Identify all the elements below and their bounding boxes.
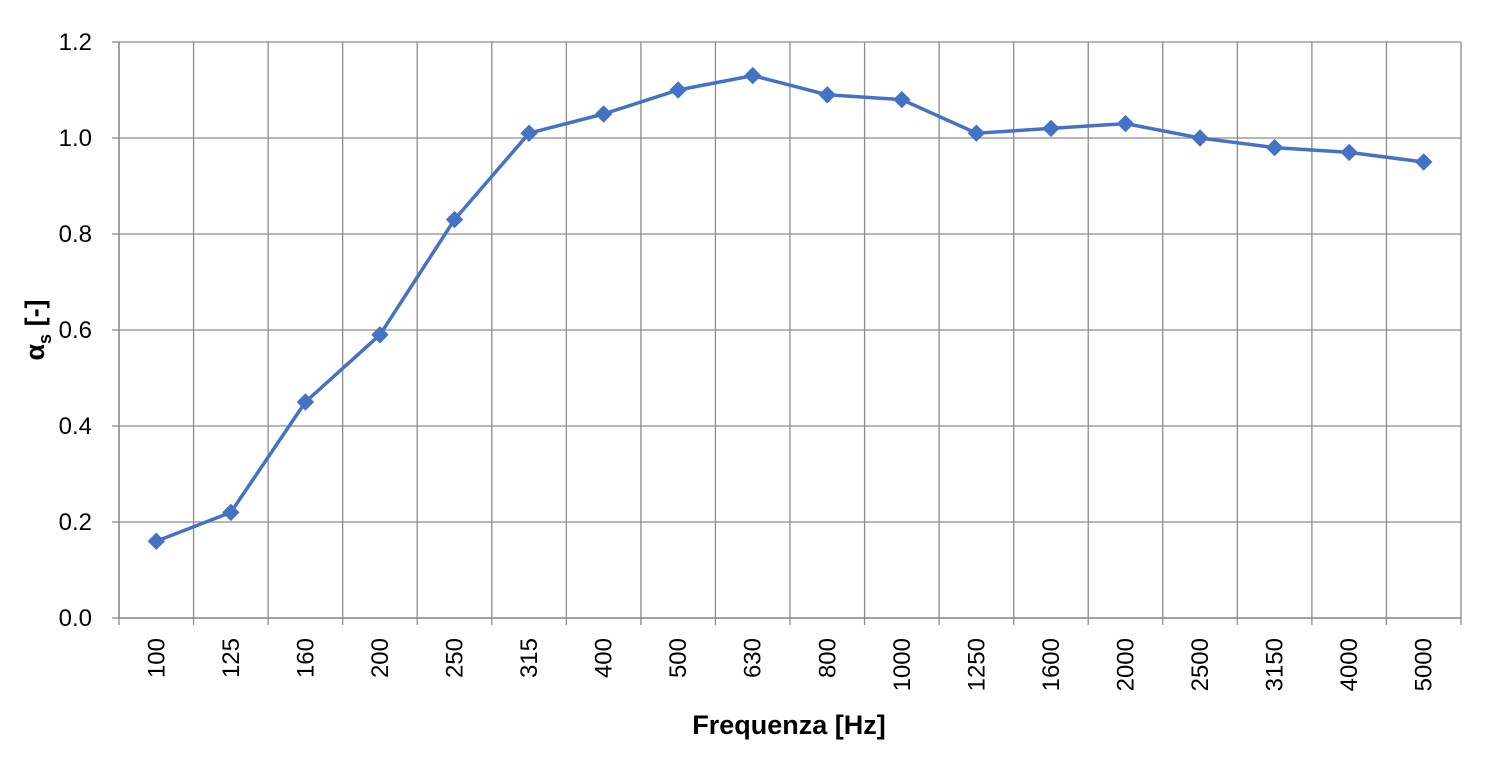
data-point-marker [296, 393, 315, 411]
data-point-marker [594, 105, 613, 123]
data-point-marker [967, 124, 986, 142]
y-axis-unit: [-] [20, 299, 50, 333]
y-tick-label: 0.0 [59, 605, 92, 632]
grid-lines [118, 41, 1462, 619]
x-tick-label: 125 [218, 638, 245, 678]
data-point-marker [1191, 129, 1209, 147]
x-tick-label: 800 [814, 638, 841, 678]
x-tick-label: 3150 [1262, 638, 1289, 691]
x-tick-label: 2000 [1113, 638, 1140, 691]
data-point-marker [520, 124, 538, 142]
data-point-marker [1340, 143, 1358, 162]
y-axis-title: αs [-] [20, 299, 55, 360]
axes [112, 41, 1462, 625]
data-point-marker [744, 66, 762, 85]
x-tick-label: 315 [516, 638, 543, 678]
data-point-marker [1265, 138, 1284, 157]
y-tick-label: 0.8 [59, 221, 92, 248]
series-layer [147, 66, 1433, 550]
x-tick-label: 250 [442, 638, 469, 678]
y-tick-label: 1.0 [59, 125, 92, 152]
x-tick-label: 100 [143, 638, 170, 678]
x-tick-label: 1600 [1038, 638, 1065, 691]
series-line [154, 73, 1426, 543]
y-tick-label: 1.2 [59, 29, 92, 56]
y-axis-symbol: α [20, 344, 50, 361]
data-point-marker [1116, 114, 1135, 133]
data-point-marker [222, 503, 240, 522]
y-tick-label: 0.6 [59, 317, 92, 344]
y-tick-labels: 0.0 0.2 0.4 0.6 0.8 1.0 1.2 [59, 29, 92, 632]
x-tick-label: 160 [292, 638, 319, 678]
data-point-marker [1042, 119, 1060, 138]
x-tick-label: 630 [740, 638, 767, 678]
x-tick-labels: 100 125 160 200 250 315 400 500 630 800 1000 1250 16… [143, 638, 1437, 691]
x-tick-label: 5000 [1411, 638, 1438, 691]
y-tick-label: 0.4 [59, 413, 92, 440]
x-tick-label: 4000 [1336, 638, 1363, 691]
data-point-marker [445, 210, 464, 229]
x-axis-title: Frequenza [Hz] [692, 710, 886, 740]
y-axis-subscript: s [35, 334, 55, 344]
x-tick-label: 500 [665, 638, 692, 678]
x-tick-label: 2500 [1187, 638, 1214, 691]
data-point-marker [1415, 153, 1433, 171]
data-point-marker [818, 86, 836, 104]
x-tick-label: 1000 [889, 638, 916, 691]
x-tick-label: 400 [591, 638, 618, 678]
data-point-marker [147, 532, 165, 550]
x-tick-label: 200 [367, 638, 394, 678]
data-point-marker [669, 81, 687, 99]
y-tick-label: 0.2 [59, 509, 92, 536]
data-point-marker [893, 90, 911, 109]
data-point-marker [371, 326, 389, 344]
x-tick-label: 1250 [963, 638, 990, 691]
